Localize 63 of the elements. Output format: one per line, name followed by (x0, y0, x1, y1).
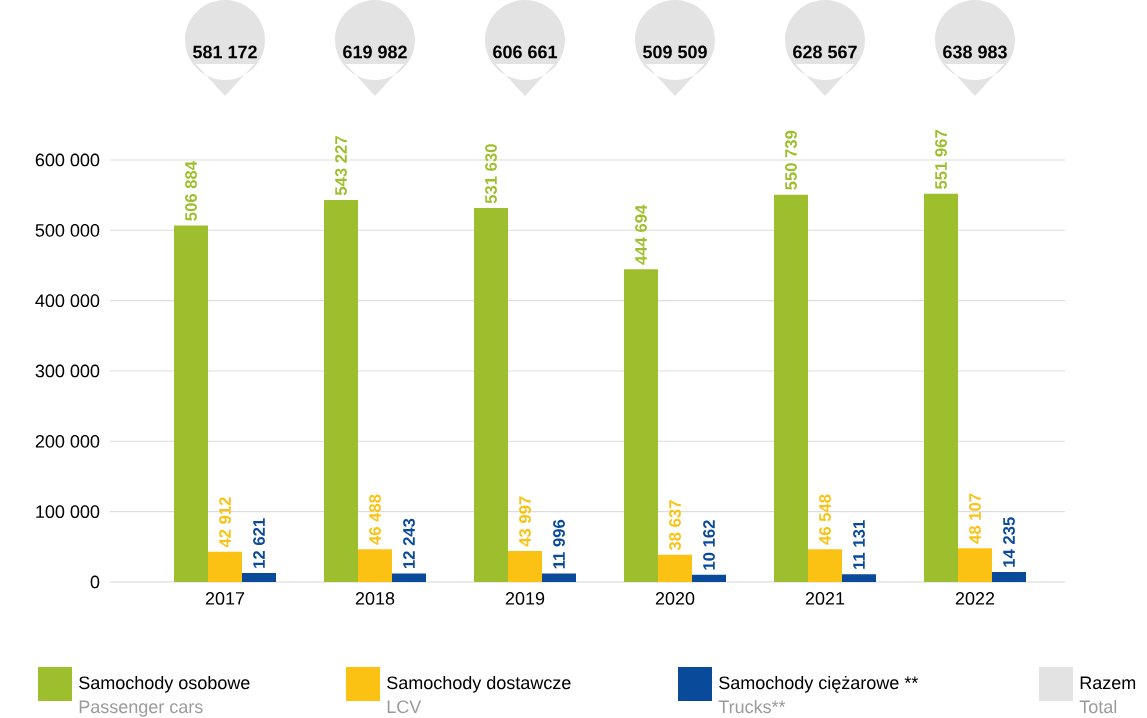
y-tick-label: 0 (90, 575, 100, 589)
legend-label: Samochody osobowe (79, 675, 250, 693)
legend-label: Samochody ciężarowe ** (719, 675, 919, 693)
data-label: 11 131 (853, 520, 865, 569)
data-label: 42 912 (219, 497, 231, 548)
y-tick-label: 600 000 (35, 153, 100, 167)
text: Trucks** (718, 699, 786, 714)
data-label: 48 107 (969, 493, 981, 544)
x-tick-label: 2019 (505, 592, 545, 605)
bar (508, 551, 542, 582)
bar (924, 193, 958, 582)
text: 619 982 (343, 45, 407, 59)
bar (324, 199, 359, 582)
x-tick-label: 2020 (655, 592, 695, 605)
bar (992, 571, 1026, 582)
data-label: 43 997 (519, 496, 531, 547)
text: LCV (387, 700, 422, 714)
y-tick-label: 500 000 (35, 223, 100, 237)
data-label: 38 637 (669, 500, 681, 551)
text: 581 172 (193, 45, 257, 59)
bar (624, 269, 658, 582)
y-tick-label: 300 000 (35, 364, 100, 378)
data-label: 46 548 (819, 494, 831, 545)
text: Razem (1080, 676, 1136, 690)
x-tick-label: 2017 (205, 592, 245, 605)
data-label: 10 162 (703, 520, 715, 570)
text: 638 983 (943, 45, 1007, 59)
data-label: 11 996 (553, 519, 565, 569)
data-label: 46 488 (369, 494, 381, 545)
bar (842, 574, 876, 582)
bar (774, 194, 808, 582)
data-label: 14 235 (1003, 517, 1015, 567)
text: 606 661 (493, 45, 558, 59)
bar (174, 225, 209, 582)
bar (208, 551, 243, 582)
bar (958, 548, 992, 582)
bar (358, 549, 393, 582)
text: 509 509 (643, 45, 707, 59)
bar (542, 573, 576, 582)
bar (242, 573, 276, 582)
x-tick-label: 2018 (355, 592, 395, 605)
data-label: 12 621 (253, 518, 265, 568)
bar (808, 549, 842, 582)
data-label: 12 243 (403, 518, 415, 569)
y-tick-label: 400 000 (35, 294, 100, 308)
x-tick-label: 2021 (805, 592, 845, 605)
data-label: 550 739 (785, 130, 797, 190)
bar (692, 574, 726, 582)
data-label: 531 630 (485, 144, 497, 204)
bar (658, 554, 692, 582)
text: Passenger cars (79, 700, 203, 717)
text: 628 567 (793, 45, 857, 59)
data-label: 506 884 (185, 161, 197, 221)
legend-label: Samochody dostawcze (387, 675, 571, 693)
data-label: 444 694 (635, 204, 647, 265)
text: Total (1079, 699, 1117, 714)
data-label: 551 967 (935, 130, 947, 189)
y-tick-label: 100 000 (36, 505, 100, 519)
bar (474, 208, 509, 582)
bar (392, 573, 426, 582)
data-label: 543 227 (335, 136, 347, 196)
y-tick-label: 200 000 (35, 434, 100, 448)
x-tick-label: 2022 (955, 592, 995, 605)
